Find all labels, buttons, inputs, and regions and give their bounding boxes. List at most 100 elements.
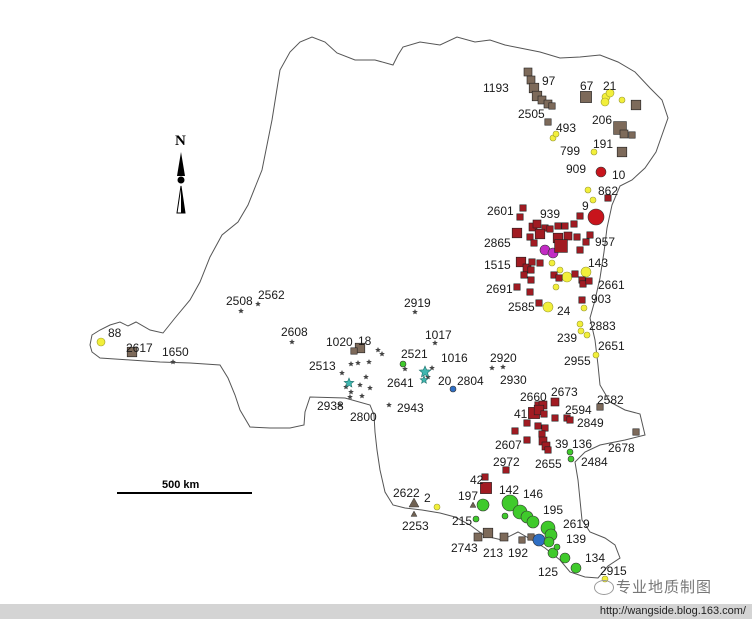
site-label: 134 <box>585 551 605 565</box>
yellow-circle-marker <box>605 88 615 98</box>
star-marker <box>337 402 343 408</box>
star-marker <box>255 301 261 307</box>
site-label: 2619 <box>563 517 590 531</box>
yellow-circle-marker <box>548 259 556 267</box>
star-marker <box>412 309 418 315</box>
site-label: 195 <box>543 503 563 517</box>
star-marker <box>489 365 495 371</box>
brown-square-marker <box>518 536 526 544</box>
yellow-circle-marker <box>584 186 592 194</box>
star-marker <box>386 402 392 408</box>
yellow-circle-marker <box>561 271 573 283</box>
site-label: 2865 <box>484 236 511 250</box>
red-square-marker <box>534 228 546 240</box>
star-marker <box>366 359 372 365</box>
site-label: 2253 <box>402 519 429 533</box>
site-label: 41 <box>514 407 528 421</box>
yellow-circle-marker <box>592 351 600 359</box>
red-square-marker <box>523 419 531 427</box>
watermark-text: 专业地质制图 <box>616 578 713 596</box>
green-circle-marker <box>399 360 407 368</box>
teal-star-marker <box>343 377 355 388</box>
brown-square-marker <box>544 118 552 126</box>
brown-square-marker <box>523 67 533 77</box>
map-canvas: N 500 km 1193 97 67 21 2505 493 206 799 191 909 10… <box>89 36 669 583</box>
green-circle-marker <box>547 547 559 559</box>
red-square-marker <box>523 436 531 444</box>
red-square-marker <box>585 277 593 285</box>
red-square-marker <box>533 404 545 416</box>
site-label: 20 <box>438 374 452 388</box>
site-label: 2651 <box>598 339 625 353</box>
site-label: 2 <box>424 491 431 505</box>
red-square-marker <box>571 270 579 278</box>
yellow-circle-marker <box>552 130 560 138</box>
red-square-marker <box>527 266 535 274</box>
teal-star-marker <box>419 375 429 384</box>
brown-square-marker <box>596 403 604 411</box>
red-square-marker <box>527 276 535 284</box>
site-label: 10 <box>612 168 626 182</box>
green-circle-marker <box>472 515 480 523</box>
site-label: 88 <box>108 326 122 340</box>
red-square-marker <box>480 482 492 494</box>
red-square-marker <box>481 473 489 481</box>
site-markers <box>96 67 642 583</box>
brown-square-marker <box>580 91 592 103</box>
site-label: 239 <box>557 331 577 345</box>
scale-bar: 500 km <box>117 479 252 494</box>
site-label: 799 <box>560 144 580 158</box>
red-square-marker <box>515 256 527 268</box>
brown-square-marker <box>482 527 494 539</box>
brown-square-marker <box>632 428 640 436</box>
site-label: 1017 <box>425 328 452 342</box>
red-square-marker <box>535 299 543 307</box>
site-label: 2617 <box>126 341 153 355</box>
site-label: 2585 <box>508 300 535 314</box>
red-square-marker <box>563 231 573 241</box>
site-label: 1515 <box>484 258 511 272</box>
star-marker <box>375 347 381 353</box>
green-circle-marker <box>526 515 540 529</box>
site-label: 215 <box>452 514 472 528</box>
red-square-marker <box>511 227 523 239</box>
yellow-circle-marker <box>618 96 626 104</box>
yellow-circle-marker <box>590 148 598 156</box>
site-label: 2800 <box>350 410 377 424</box>
star-marker <box>500 364 506 370</box>
red-square-marker <box>546 225 554 233</box>
yellow-circle-marker <box>576 320 584 328</box>
star-marker <box>367 385 373 391</box>
red-square-marker <box>554 239 568 253</box>
green-circle-marker <box>501 494 519 512</box>
site-label: 2938 <box>317 399 344 413</box>
star-marker <box>379 351 385 357</box>
site-label: 1016 <box>441 351 468 365</box>
site-label: 1020 <box>326 335 353 349</box>
red-square-marker <box>534 422 542 430</box>
site-label: 143 <box>588 256 608 270</box>
site-label: 139 <box>566 532 586 546</box>
site-label: 2883 <box>589 319 616 333</box>
site-label: 9 <box>582 199 589 213</box>
red-square-marker <box>573 233 581 241</box>
red-square-marker <box>579 280 587 288</box>
site-label: 1193 <box>483 81 509 95</box>
site-label: 939 <box>540 207 560 221</box>
site-label: 2661 <box>598 278 625 292</box>
red-circle-marker <box>587 208 605 226</box>
site-label: 2608 <box>281 325 308 339</box>
site-label: 903 <box>591 292 611 306</box>
red-square-marker <box>550 397 560 407</box>
yellow-circle-marker <box>583 331 591 339</box>
star-marker <box>363 374 369 380</box>
red-square-marker <box>516 213 524 221</box>
site-label: 2743 <box>451 541 478 555</box>
star-marker <box>357 382 363 388</box>
star-marker <box>359 393 365 399</box>
site-label: 2955 <box>564 354 591 368</box>
green-circle-marker <box>559 552 571 564</box>
red-square-marker <box>520 271 528 279</box>
site-label: 1650 <box>162 345 189 359</box>
footer-url: http://wangside.blog.163.com/ <box>599 605 746 617</box>
